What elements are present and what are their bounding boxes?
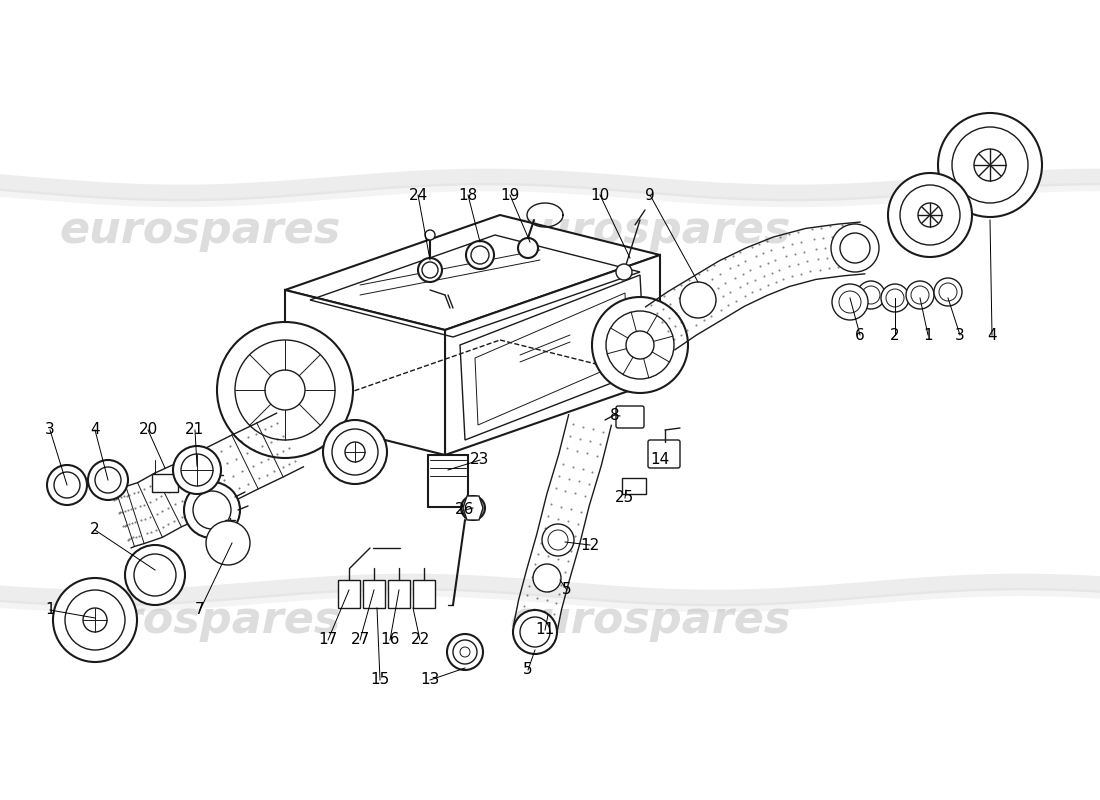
Bar xyxy=(412,580,434,608)
Bar xyxy=(621,478,646,494)
Text: 11: 11 xyxy=(536,622,554,638)
Text: eurospares: eurospares xyxy=(509,598,791,642)
Text: 3: 3 xyxy=(45,422,55,438)
Circle shape xyxy=(830,224,879,272)
Text: 7: 7 xyxy=(195,602,205,618)
Circle shape xyxy=(53,578,138,662)
Polygon shape xyxy=(285,290,446,455)
Circle shape xyxy=(616,264,632,280)
Circle shape xyxy=(447,634,483,670)
Text: 8: 8 xyxy=(610,407,619,422)
Polygon shape xyxy=(463,496,483,520)
Text: 20: 20 xyxy=(139,422,157,438)
Text: 6: 6 xyxy=(855,327,865,342)
Circle shape xyxy=(534,564,561,592)
Polygon shape xyxy=(446,255,660,455)
Text: 17: 17 xyxy=(318,633,338,647)
Text: 23: 23 xyxy=(471,453,490,467)
FancyBboxPatch shape xyxy=(648,440,680,468)
Circle shape xyxy=(934,278,962,306)
Text: 12: 12 xyxy=(581,538,600,553)
Circle shape xyxy=(857,281,886,309)
Text: eurospares: eurospares xyxy=(509,209,791,251)
Circle shape xyxy=(881,284,909,312)
Text: eurospares: eurospares xyxy=(59,209,341,251)
Bar xyxy=(338,580,360,608)
Circle shape xyxy=(888,173,972,257)
Circle shape xyxy=(206,521,250,565)
Circle shape xyxy=(938,113,1042,217)
Text: 10: 10 xyxy=(591,187,609,202)
Text: 3: 3 xyxy=(955,327,965,342)
Circle shape xyxy=(125,545,185,605)
Circle shape xyxy=(323,420,387,484)
Text: 22: 22 xyxy=(410,633,430,647)
Circle shape xyxy=(418,258,442,282)
Circle shape xyxy=(425,230,435,240)
Text: 1: 1 xyxy=(923,327,933,342)
Circle shape xyxy=(592,297,688,393)
Text: 2: 2 xyxy=(90,522,100,538)
Circle shape xyxy=(217,322,353,458)
FancyBboxPatch shape xyxy=(616,406,644,428)
Circle shape xyxy=(542,524,574,556)
Circle shape xyxy=(680,282,716,318)
Text: 14: 14 xyxy=(650,453,670,467)
Circle shape xyxy=(47,465,87,505)
Text: 4: 4 xyxy=(987,327,997,342)
Circle shape xyxy=(173,446,221,494)
Circle shape xyxy=(184,482,240,538)
Circle shape xyxy=(466,241,494,269)
Circle shape xyxy=(461,496,485,520)
Bar xyxy=(388,580,410,608)
Text: 13: 13 xyxy=(420,673,440,687)
Text: 5: 5 xyxy=(524,662,532,678)
Circle shape xyxy=(88,460,128,500)
Text: 1: 1 xyxy=(45,602,55,618)
Circle shape xyxy=(513,610,557,654)
Text: 19: 19 xyxy=(500,187,519,202)
Text: 26: 26 xyxy=(455,502,475,518)
Circle shape xyxy=(906,281,934,309)
Text: 18: 18 xyxy=(459,187,477,202)
Text: 2: 2 xyxy=(890,327,900,342)
Bar xyxy=(152,474,178,492)
Bar xyxy=(428,455,468,507)
Text: 16: 16 xyxy=(381,633,399,647)
Text: 5: 5 xyxy=(562,582,572,598)
Text: eurospares: eurospares xyxy=(59,598,341,642)
Text: 15: 15 xyxy=(371,673,389,687)
Circle shape xyxy=(518,238,538,258)
Polygon shape xyxy=(285,215,660,330)
Bar xyxy=(363,580,385,608)
Text: 24: 24 xyxy=(408,187,428,202)
Circle shape xyxy=(832,284,868,320)
Text: 25: 25 xyxy=(615,490,635,506)
Text: 27: 27 xyxy=(351,633,370,647)
Text: 4: 4 xyxy=(90,422,100,438)
Text: 9: 9 xyxy=(645,187,654,202)
Text: 21: 21 xyxy=(186,422,205,438)
